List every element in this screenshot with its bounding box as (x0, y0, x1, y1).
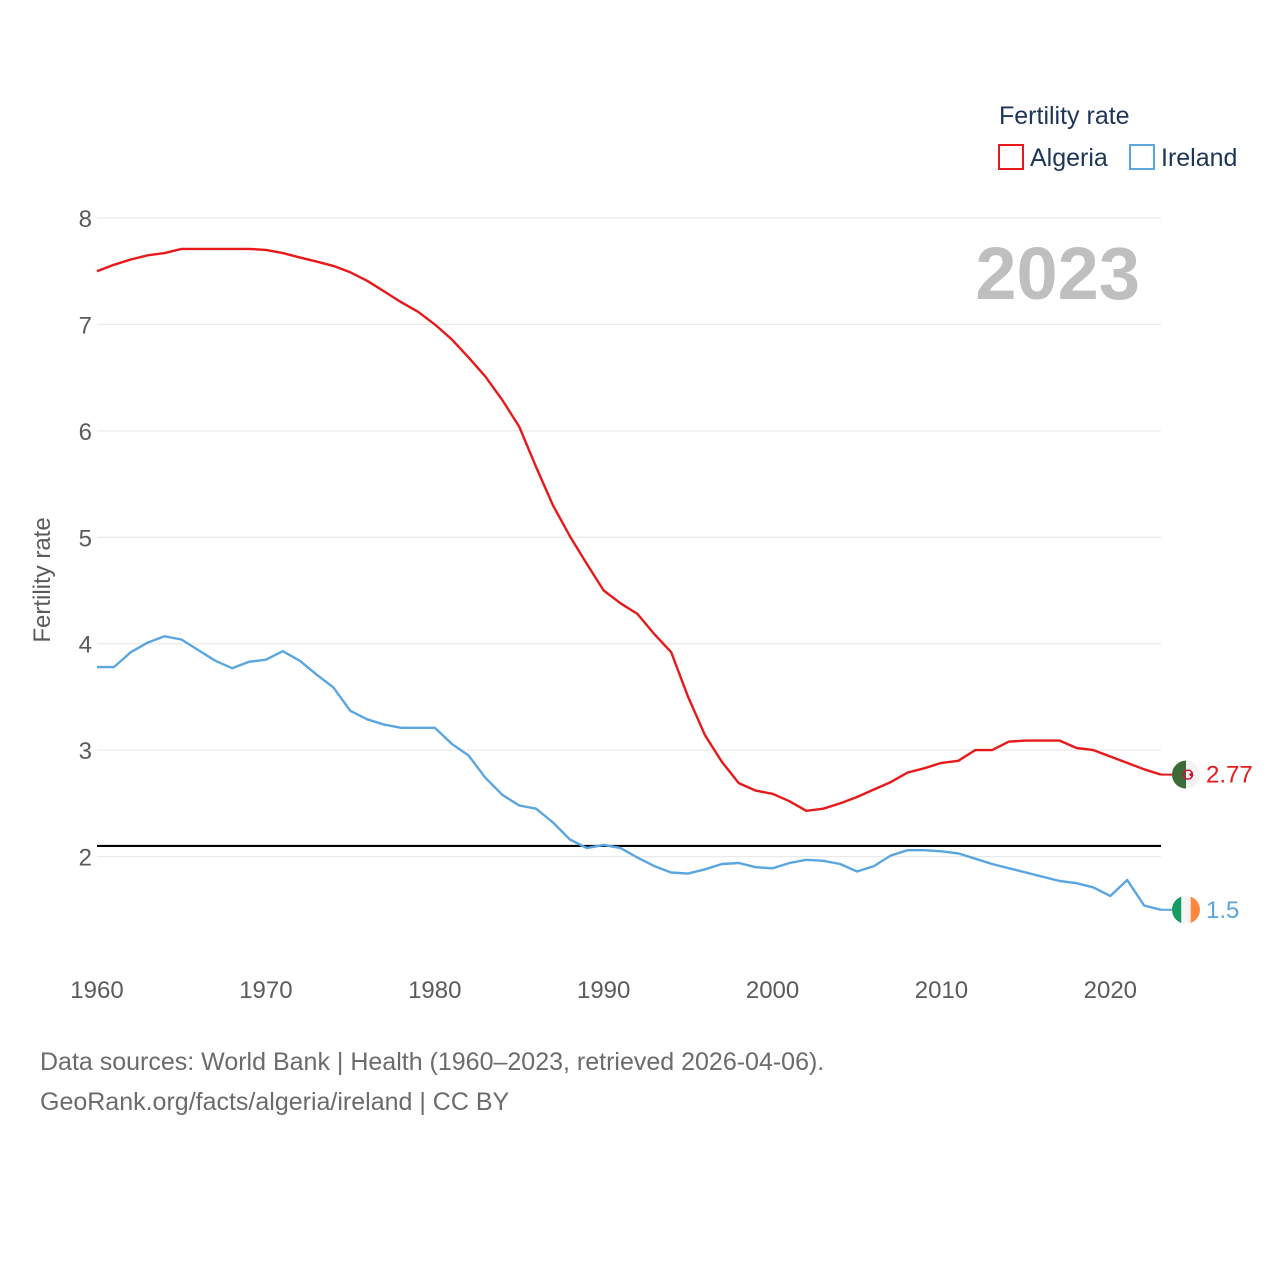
legend-swatch-ireland[interactable] (1129, 144, 1155, 170)
series-line-algeria (96, 247, 1162, 812)
y-tick-label: 5 (79, 525, 92, 552)
license-line[interactable]: GeoRank.org/facts/algeria/ireland | CC B… (40, 1088, 510, 1116)
y-tick-label: 6 (79, 419, 92, 446)
y-axis-ticks: 2 3 4 5 6 7 8 (79, 206, 92, 872)
y-tick-label: 4 (79, 632, 92, 659)
x-tick-label: 2000 (746, 977, 799, 1004)
algeria-flag-icon (1172, 760, 1200, 789)
ireland-flag-icon (1172, 895, 1200, 924)
x-tick-label: 2010 (915, 977, 968, 1004)
x-tick-label: 1960 (70, 977, 123, 1004)
legend-label-algeria[interactable]: Algeria (1030, 144, 1108, 172)
legend-label-ireland[interactable]: Ireland (1161, 144, 1237, 172)
y-axis-label: Fertility rate (29, 517, 56, 642)
data-source-footer: Data sources: World Bank | Health (1960–… (40, 1042, 824, 1122)
x-axis-ticks: 1960 1970 1980 1990 2000 2010 2020 (70, 977, 1137, 1004)
x-tick-label: 1990 (577, 977, 630, 1004)
y-tick-label: 3 (79, 738, 92, 765)
end-value-ireland: 1.5 (1206, 897, 1239, 924)
fertility-rate-chart: Fertility rate Algeria Ireland 2023 Fert… (29, 102, 1253, 1004)
current-year-label: 2023 (975, 232, 1140, 315)
x-tick-label: 1980 (408, 977, 461, 1004)
end-markers: 2.77 1.5 (1161, 760, 1253, 924)
y-tick-label: 7 (79, 312, 92, 339)
legend-swatch-algeria[interactable] (998, 144, 1024, 170)
legend-title: Fertility rate (999, 102, 1130, 130)
legend: Fertility rate Algeria Ireland (998, 102, 1237, 172)
series-lines (96, 247, 1162, 911)
end-value-algeria: 2.77 (1206, 762, 1253, 789)
x-tick-label: 1970 (239, 977, 292, 1004)
source-line: Data sources: World Bank | Health (1960–… (40, 1048, 825, 1076)
x-tick-label: 2020 (1084, 977, 1137, 1004)
gridlines (97, 217, 1161, 858)
y-tick-label: 2 (79, 845, 92, 872)
y-tick-label: 8 (79, 206, 92, 233)
series-line-ireland (97, 635, 1162, 911)
